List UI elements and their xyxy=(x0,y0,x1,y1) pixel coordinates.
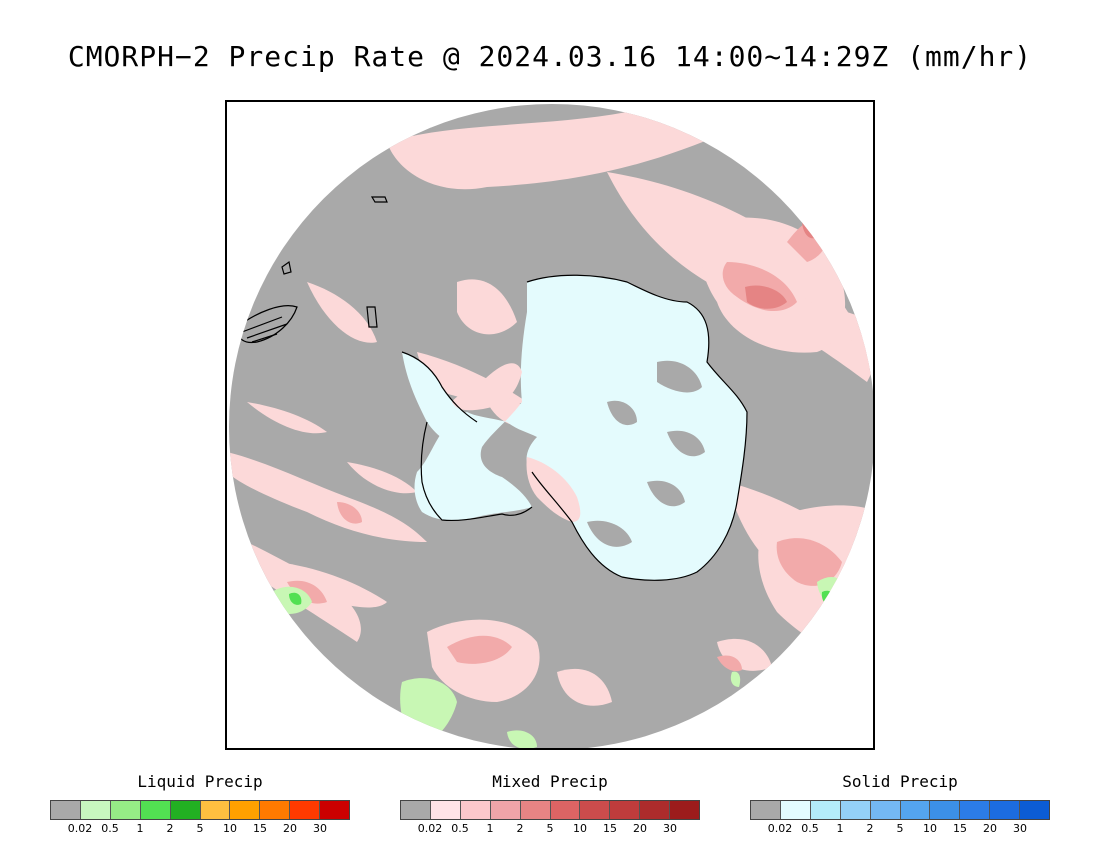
south-america-tip xyxy=(236,305,298,344)
legend-tick-label: 1 xyxy=(486,822,494,835)
legend-swatch xyxy=(260,801,291,819)
legend-swatch xyxy=(810,801,841,819)
map-title: CMORPH−2 Precip Rate @ 2024.03.16 14:00~… xyxy=(67,40,1033,73)
legend-tick-label: 1 xyxy=(836,822,844,835)
legend-tick-label: 20 xyxy=(983,822,997,835)
legend-mixed: Mixed Precip 0.02 0.5 1 2 5 10 15 20 30 xyxy=(400,770,700,840)
legend-tick-label: 5 xyxy=(546,822,554,835)
legend-swatch xyxy=(460,801,491,819)
legend-swatch xyxy=(900,801,931,819)
legend-swatch xyxy=(80,801,111,819)
polar-map xyxy=(229,104,873,748)
legend-tick-label: 5 xyxy=(196,822,204,835)
legend-swatch xyxy=(401,801,431,819)
no-precip-over-ice xyxy=(587,360,705,547)
legend-swatch xyxy=(670,801,700,819)
legend-tick-label: 20 xyxy=(283,822,297,835)
legend-liquid: Liquid Precip 0.02 0.5 1 2 5 10 15 20 30 xyxy=(50,770,350,840)
legend-swatch xyxy=(930,801,961,819)
legend-tick-labels: 0.02 0.5 1 2 5 10 15 20 30 xyxy=(400,822,700,836)
legend-swatch xyxy=(520,801,551,819)
legend-swatch xyxy=(290,801,321,819)
legend-tick-label: 0.5 xyxy=(101,822,119,835)
legend-colorbar xyxy=(400,800,700,820)
legend-tick-label: 30 xyxy=(663,822,677,835)
legend-title: Solid Precip xyxy=(842,772,958,791)
legend-swatch xyxy=(140,801,171,819)
legend-tick-label: 10 xyxy=(923,822,937,835)
antarctica-landmass xyxy=(414,275,747,581)
legend-swatch xyxy=(990,801,1021,819)
legend-swatch xyxy=(430,801,461,819)
legend-tick-label: 0.02 xyxy=(67,822,93,835)
legend-swatch xyxy=(840,801,871,819)
legend-tick-labels: 0.02 0.5 1 2 5 10 15 20 30 xyxy=(750,822,1050,836)
legend-tick-label: 1 xyxy=(136,822,144,835)
legend-tick-label: 0.5 xyxy=(801,822,819,835)
sea-ice-mixed-precip xyxy=(452,363,581,522)
legend-tick-label: 0.02 xyxy=(767,822,793,835)
legend-tick-label: 15 xyxy=(253,822,267,835)
legend-swatch xyxy=(960,801,991,819)
legend-tick-label: 2 xyxy=(866,822,874,835)
antarctic-peninsula xyxy=(402,352,479,447)
legend-tick-labels: 0.02 0.5 1 2 5 10 15 20 30 xyxy=(50,822,350,836)
legend-tick-label: 0.02 xyxy=(417,822,443,835)
legend-swatch xyxy=(780,801,811,819)
legend-swatch xyxy=(230,801,261,819)
legend-swatch xyxy=(51,801,81,819)
islands xyxy=(281,196,388,328)
legend-swatch xyxy=(200,801,231,819)
legend-swatch xyxy=(580,801,611,819)
legend-swatch xyxy=(550,801,581,819)
legend-colorbar xyxy=(750,800,1050,820)
legend-swatch xyxy=(1020,801,1050,819)
legend-swatch xyxy=(110,801,141,819)
legend-title: Liquid Precip xyxy=(137,772,263,791)
legend-tick-label: 2 xyxy=(516,822,524,835)
legend-swatch xyxy=(320,801,350,819)
legend-swatch xyxy=(870,801,901,819)
legend-colorbar xyxy=(50,800,350,820)
legend-swatch xyxy=(170,801,201,819)
legend-tick-label: 0.5 xyxy=(451,822,469,835)
legend-swatch xyxy=(640,801,671,819)
legend-swatch xyxy=(490,801,521,819)
legend-tick-label: 10 xyxy=(223,822,237,835)
legend-swatch xyxy=(610,801,641,819)
legend-tick-label: 10 xyxy=(573,822,587,835)
legend-tick-label: 2 xyxy=(166,822,174,835)
legend-title: Mixed Precip xyxy=(492,772,608,791)
legend-swatch xyxy=(751,801,781,819)
legend-tick-label: 15 xyxy=(603,822,617,835)
legend-tick-label: 5 xyxy=(896,822,904,835)
peninsula-coastline xyxy=(401,351,533,522)
antarctica-coastline xyxy=(526,274,748,581)
legend-tick-label: 30 xyxy=(313,822,327,835)
legend-tick-label: 15 xyxy=(953,822,967,835)
legend-solid: Solid Precip 0.02 0.5 1 2 5 10 15 20 30 xyxy=(750,770,1050,840)
legend-tick-label: 30 xyxy=(1013,822,1027,835)
legend-tick-label: 20 xyxy=(633,822,647,835)
map-panel xyxy=(225,100,875,750)
